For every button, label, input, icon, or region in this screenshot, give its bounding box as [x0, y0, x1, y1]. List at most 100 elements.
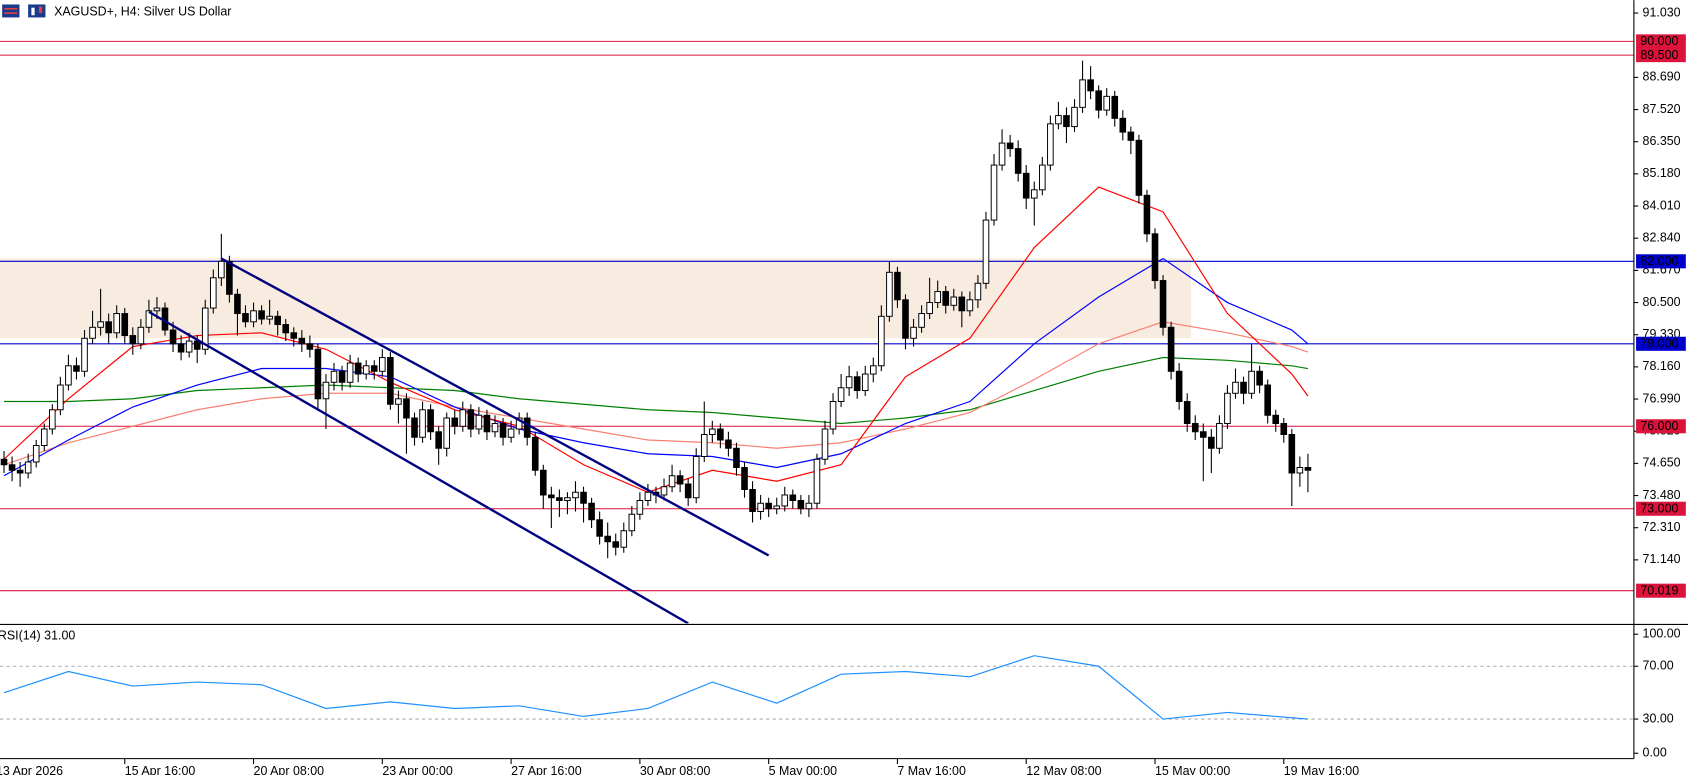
candle-body: [1022, 172, 1030, 199]
candle-body: [765, 502, 772, 510]
candle-body: [507, 428, 515, 438]
candle-body: [725, 439, 732, 449]
candle-body: [926, 302, 933, 315]
candle-body: [1199, 431, 1207, 438]
level-label: 73.000: [1640, 502, 1678, 516]
x-tick-label: 5 May 00:00: [769, 764, 838, 775]
candle-body: [781, 494, 789, 507]
level-label-box: [1636, 419, 1686, 434]
candle-body: [379, 357, 386, 372]
candle-body: [942, 291, 950, 306]
candle-body: [531, 436, 539, 471]
candle-body: [596, 519, 603, 537]
level-label-box: [1636, 501, 1686, 516]
candle-body: [153, 307, 161, 312]
candle-body: [314, 348, 322, 400]
x-tick-label: 27 Apr 16:00: [511, 764, 582, 775]
moving-average: [4, 356, 1309, 425]
candle-body: [483, 414, 491, 433]
toolbar-icons: [2, 4, 46, 18]
candle-body: [1272, 414, 1280, 425]
candle-body: [1039, 164, 1046, 191]
candle-body: [588, 502, 595, 521]
candle-body: [1063, 115, 1070, 128]
candle-body: [322, 381, 330, 400]
candle-body: [1103, 95, 1111, 111]
candle-body: [692, 456, 700, 499]
y-tick-label: 86.350: [1643, 134, 1681, 148]
candle-body: [902, 299, 909, 339]
icon: [28, 4, 46, 18]
candle-body: [709, 428, 716, 435]
y-tick-label: 0.00: [1643, 746, 1667, 760]
candle-body: [459, 409, 467, 427]
candle-body: [258, 310, 265, 320]
candle-body: [749, 489, 756, 512]
level-label: 89.500: [1640, 48, 1678, 62]
candle-body: [266, 315, 273, 320]
candle-body: [950, 296, 958, 306]
candle-body: [443, 417, 451, 449]
candle-body: [395, 398, 402, 405]
x-tick-label: 7 May 16:00: [897, 764, 966, 775]
level-label-box: [1636, 254, 1686, 269]
candle-body: [1127, 131, 1135, 141]
rsi-pane: [0, 655, 1634, 720]
candle-body: [845, 376, 853, 389]
x-tick-label: 19 May 16:00: [1284, 764, 1359, 775]
candle-body: [717, 428, 724, 441]
candle-body: [274, 315, 281, 326]
level-label: 82.000: [1640, 254, 1678, 268]
candle-body: [1240, 381, 1247, 394]
candle-body: [1079, 79, 1086, 108]
y-tick-label: 85.180: [1643, 166, 1681, 180]
candle-body: [580, 491, 587, 504]
candle-body: [145, 310, 153, 328]
candle-body: [741, 467, 748, 490]
candle-body: [105, 321, 112, 334]
candle-body: [910, 326, 917, 339]
x-tick-label: 12 May 08:00: [1026, 764, 1101, 775]
level-label: 70.019: [1640, 584, 1678, 598]
candle-body: [250, 310, 257, 323]
candle-body: [523, 417, 531, 438]
candle-body: [1208, 436, 1215, 449]
candle-body: [1280, 423, 1288, 435]
candle-body: [636, 500, 644, 515]
y-tick-label: 74.650: [1643, 456, 1681, 470]
candle-body: [813, 458, 821, 504]
level-label: 79.000: [1640, 337, 1678, 351]
candle-body: [57, 384, 64, 411]
candle-body: [1296, 467, 1304, 474]
level-label-box: [1636, 336, 1686, 351]
candle-body: [435, 431, 442, 449]
candle-body: [1119, 117, 1127, 133]
candle-body: [628, 513, 636, 532]
candle-body: [1006, 142, 1014, 150]
candle-body: [1071, 106, 1078, 128]
candle-body: [1216, 423, 1223, 449]
candle-body: [733, 447, 740, 468]
candle-body: [700, 434, 708, 457]
candle-body: [370, 365, 378, 372]
candle-body: [564, 497, 571, 501]
candle-body: [1135, 139, 1143, 196]
candle-body: [861, 373, 869, 392]
candle-body: [491, 423, 499, 433]
candle-body: [24, 461, 32, 474]
candle-body: [209, 277, 217, 309]
candle-body: [387, 357, 394, 405]
y-tick-label: 73.480: [1643, 488, 1681, 502]
indicator-title: RSI(14) 31.00: [0, 629, 75, 643]
candle-body: [298, 337, 306, 345]
candle-body: [1167, 326, 1175, 372]
candle-body: [40, 428, 48, 446]
candle-body: [0, 458, 8, 466]
candle-body: [32, 445, 40, 463]
candle-body: [1232, 381, 1239, 394]
moving-average: [3, 257, 1309, 477]
candle-body: [1111, 95, 1119, 119]
candle-body: [1248, 370, 1255, 394]
candle-body: [644, 491, 652, 501]
